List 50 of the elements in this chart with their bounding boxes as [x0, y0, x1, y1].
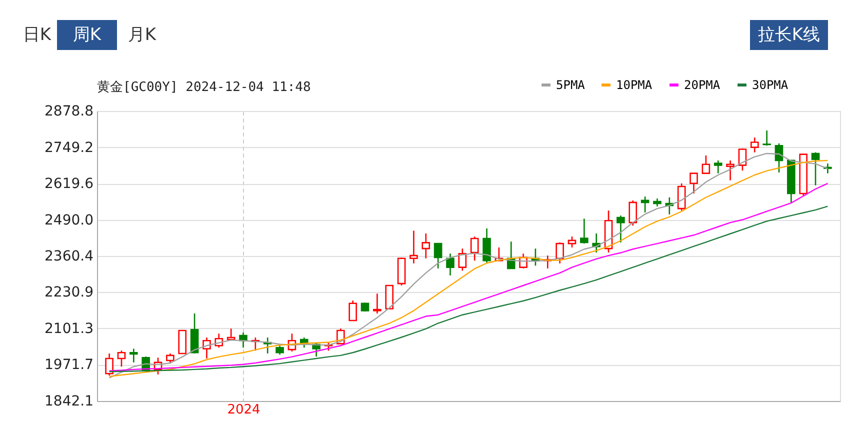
candlestick	[726, 160, 734, 181]
candlestick	[811, 152, 820, 186]
candlestick	[117, 350, 126, 368]
candlestick	[580, 218, 588, 244]
chart-title: 黄金[GC00Y] 2024-12-04 11:48	[97, 80, 311, 95]
y-tick-label: 2101.3	[44, 320, 94, 337]
candlestick	[190, 312, 199, 354]
candlestick	[446, 252, 454, 276]
y-tick-label: 2878.8	[44, 104, 94, 120]
text: 日K	[22, 25, 52, 45]
candlestick	[166, 352, 174, 364]
candlestick	[762, 130, 771, 146]
candlestick	[568, 236, 576, 248]
candlestick	[677, 182, 686, 212]
legend-label: 10PMA	[616, 78, 653, 92]
candlestick	[640, 196, 650, 214]
y-tick-label: 2749.2	[44, 140, 94, 156]
x-tick-label: 2024	[227, 402, 260, 418]
text: 月K	[128, 25, 157, 45]
y-tick-label: 2360.4	[44, 248, 94, 265]
candlestick	[556, 242, 564, 264]
candlestick	[410, 230, 418, 264]
candlestick	[690, 172, 698, 194]
candlestick	[470, 236, 479, 262]
candlestick	[385, 284, 394, 310]
candlestick	[373, 292, 382, 314]
candlestick	[628, 200, 638, 226]
candlestick	[702, 154, 710, 174]
candlestick	[178, 330, 187, 354]
candlestick	[130, 348, 138, 364]
y-tick-label: 2490.0	[44, 212, 94, 228]
y-tick-label: 1971.7	[44, 357, 94, 374]
candlestick	[738, 148, 747, 172]
y-tick-label: 1842.1	[44, 394, 94, 410]
candlestick	[105, 352, 114, 376]
candlestick	[714, 160, 722, 174]
y-tick-label: 2619.6	[44, 176, 94, 192]
candlestick	[750, 136, 759, 153]
candlestick	[458, 248, 467, 272]
candlestick	[616, 214, 625, 244]
legend-label: 20PMA	[684, 78, 721, 92]
y-tick-label: 2230.9	[44, 284, 94, 301]
candlestick	[434, 242, 442, 270]
candlestick	[422, 232, 430, 260]
legend-label: 5PMA	[556, 78, 586, 92]
legend-label: 30PMA	[752, 78, 789, 92]
candlestick	[482, 228, 491, 264]
text: 周K	[72, 25, 102, 45]
text: 拉长K线	[758, 25, 820, 45]
candlestick	[348, 300, 357, 322]
